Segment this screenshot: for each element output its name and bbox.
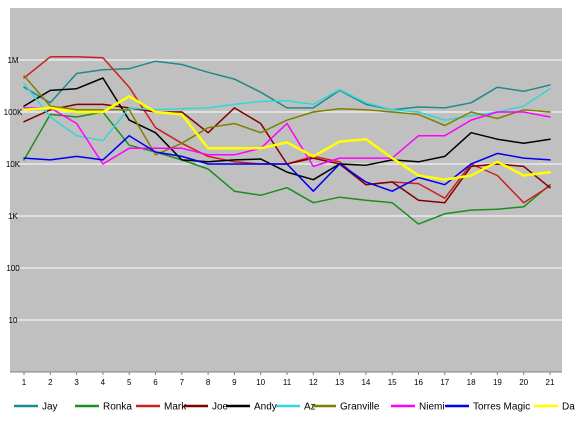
x-tick-label: 6: [153, 378, 158, 387]
legend-label: Jay: [42, 402, 58, 413]
x-tick-label: 10: [256, 378, 265, 387]
y-tick-label: 10: [9, 316, 18, 325]
x-tick-label: 7: [180, 378, 185, 387]
x-tick-label: 16: [414, 378, 423, 387]
plot-area: [10, 8, 562, 372]
y-tick-label: 10K: [6, 160, 21, 169]
series-line-ronka: [23, 111, 551, 225]
legend-label: Az: [304, 402, 316, 413]
series-line-david: [22, 95, 552, 181]
series-lines: [22, 56, 552, 225]
x-tick-label: 21: [546, 378, 555, 387]
x-tick-label: 3: [74, 378, 79, 387]
x-tick-label: 20: [519, 378, 528, 387]
legend-label: Granville: [340, 402, 380, 413]
x-tick-label: 9: [232, 378, 237, 387]
x-tick-label: 2: [48, 378, 53, 387]
legend-label: Torres Magic: [473, 402, 530, 413]
legend-label: Andy: [254, 402, 277, 413]
y-tick-label: 100K: [4, 108, 23, 117]
series-line-andy: [23, 77, 551, 181]
x-tick-label: 19: [493, 378, 502, 387]
legend-label: Niemi: [419, 402, 445, 413]
y-tick-label: 1K: [8, 212, 18, 221]
series-line-granville: [23, 74, 551, 156]
legend-label: Mark: [164, 402, 187, 413]
y-tick-label: 100: [6, 264, 20, 273]
series-line-torres-magic: [23, 134, 551, 192]
x-tick-label: 15: [388, 378, 397, 387]
x-tick-label: 4: [101, 378, 106, 387]
x-tick-label: 17: [440, 378, 449, 387]
legend-label: Joe: [212, 402, 229, 413]
x-tick-label: 13: [335, 378, 344, 387]
x-tick-label: 14: [361, 378, 370, 387]
x-tick-label: 12: [309, 378, 318, 387]
x-tick-label: 18: [467, 378, 476, 387]
series-line-jay: [23, 60, 551, 111]
legend-label: Ronka: [103, 402, 132, 413]
x-tick-label: 8: [206, 378, 211, 387]
x-tick-label: 11: [283, 378, 292, 387]
y-tick-label: 1M: [7, 56, 18, 65]
series-line-niemi: [23, 107, 551, 168]
x-tick-label: 1: [22, 378, 27, 387]
x-tick-label: 5: [127, 378, 132, 387]
legend: Jay Ronka Mark Joe Andy Az Granville Niemi Torre…: [14, 402, 575, 413]
legend-label: David: [562, 402, 575, 413]
